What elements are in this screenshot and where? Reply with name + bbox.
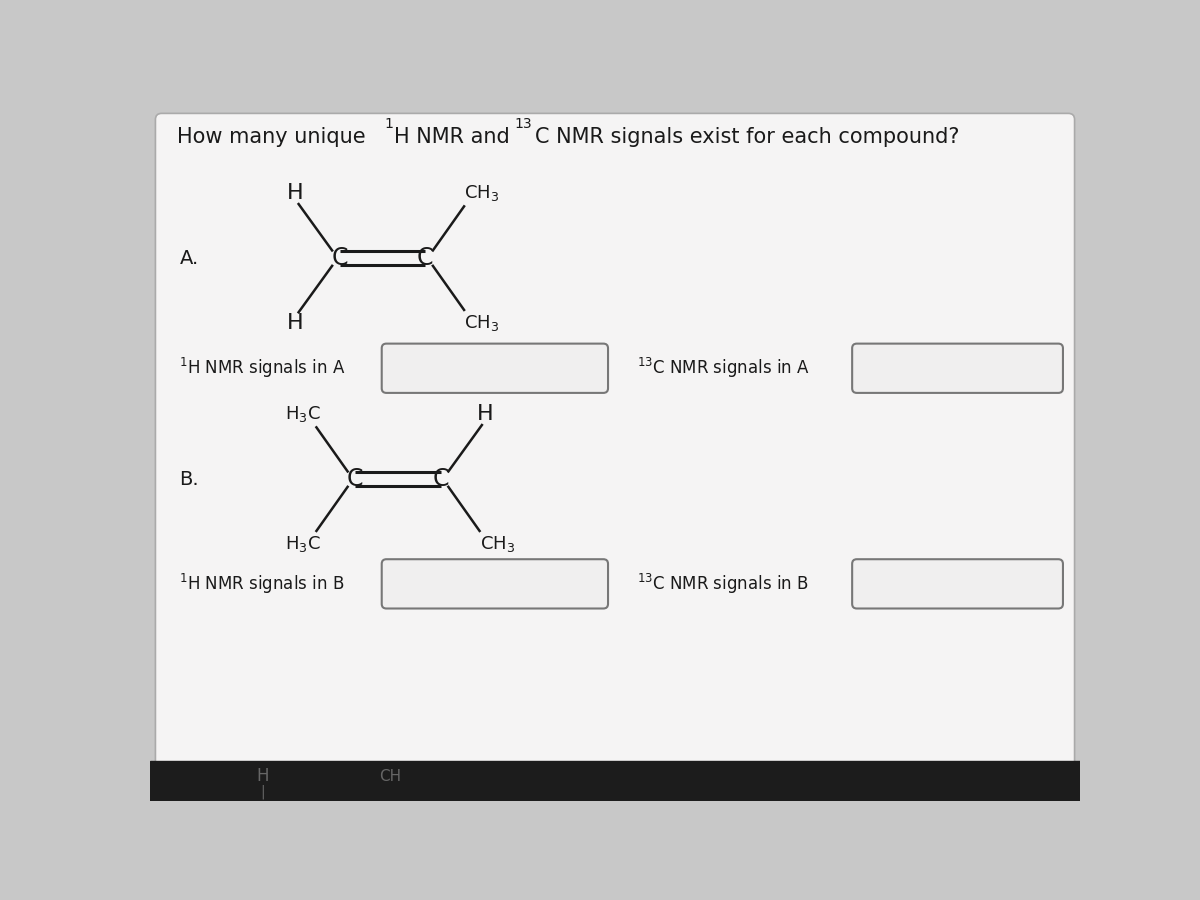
Text: $^1$H NMR signals in A: $^1$H NMR signals in A (180, 356, 346, 381)
Text: H: H (476, 404, 493, 424)
Text: C: C (416, 246, 433, 270)
Text: H$_3$C: H$_3$C (286, 534, 322, 554)
Text: $^{13}$C NMR signals in A: $^{13}$C NMR signals in A (637, 356, 810, 381)
Text: B.: B. (180, 470, 199, 489)
Text: H: H (287, 313, 304, 333)
Text: H: H (287, 184, 304, 203)
Text: C NMR signals exist for each compound?: C NMR signals exist for each compound? (535, 127, 960, 148)
Text: C: C (347, 467, 364, 491)
FancyBboxPatch shape (156, 113, 1074, 769)
Text: $^1$H NMR signals in B: $^1$H NMR signals in B (180, 572, 344, 596)
Text: H: H (256, 768, 269, 786)
Text: CH: CH (379, 769, 401, 784)
Text: |: | (260, 785, 265, 799)
Text: 1: 1 (385, 117, 394, 131)
Text: C: C (331, 246, 348, 270)
Text: H$_3$C: H$_3$C (286, 404, 322, 424)
Text: $^{13}$C NMR signals in B: $^{13}$C NMR signals in B (637, 572, 809, 596)
Text: CH$_3$: CH$_3$ (480, 534, 515, 554)
FancyBboxPatch shape (382, 344, 608, 393)
Text: CH$_3$: CH$_3$ (464, 313, 499, 333)
Bar (150, 761, 1080, 801)
Text: C: C (432, 467, 449, 491)
Text: How many unique: How many unique (178, 127, 372, 148)
Text: A.: A. (180, 248, 199, 267)
FancyBboxPatch shape (852, 344, 1063, 393)
Text: 13: 13 (515, 117, 532, 131)
Text: H NMR and: H NMR and (394, 127, 516, 148)
FancyBboxPatch shape (852, 559, 1063, 608)
Text: CH$_3$: CH$_3$ (464, 184, 499, 203)
FancyBboxPatch shape (382, 559, 608, 608)
